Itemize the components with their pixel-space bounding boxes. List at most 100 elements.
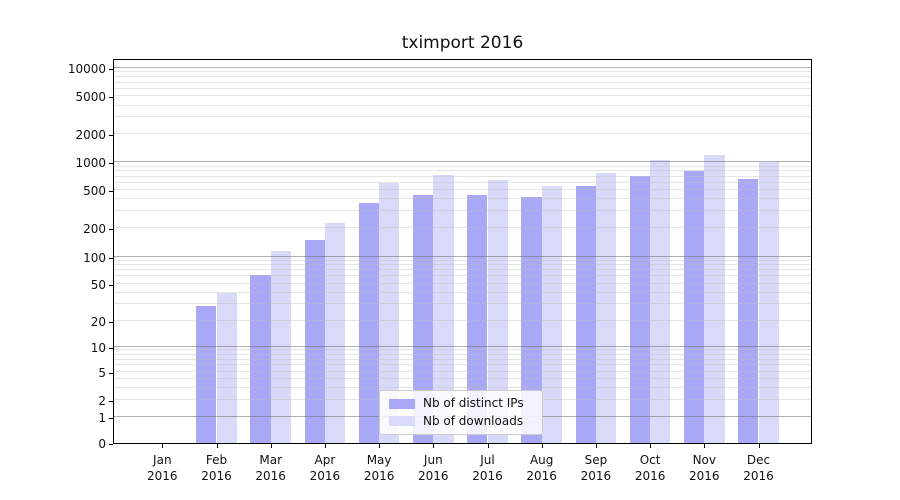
- major-gridline-1000: [114, 161, 811, 163]
- y-tick-label-5000: 5000: [75, 90, 106, 105]
- y-tick-label-100: 100: [83, 250, 106, 265]
- bar-downloads-dec: [758, 161, 779, 443]
- minor-gridline-7: [114, 358, 811, 360]
- x-tick-label-mar: Mar 2016: [255, 453, 286, 483]
- bar-downloads-sep: [595, 172, 617, 443]
- y-tick-5000: [109, 97, 113, 99]
- legend-label: Nb of distinct IPs: [423, 396, 524, 411]
- minor-gridline-300: [114, 210, 811, 212]
- x-tick-feb: [216, 444, 218, 448]
- bar-downloads-jun: [433, 174, 454, 443]
- bar-ips-nov: [684, 170, 705, 443]
- bar-ips-dec: [738, 179, 759, 443]
- y-tick-200: [109, 228, 113, 230]
- y-tick-20: [109, 321, 113, 323]
- minor-gridline-8: [114, 353, 811, 355]
- legend-item-downloads: Nb of downloads: [389, 413, 533, 428]
- minor-gridline-30: [114, 303, 811, 305]
- y-tick-10000: [109, 68, 113, 70]
- major-gridline-100: [114, 255, 811, 257]
- minor-gridline-9000: [114, 71, 811, 73]
- bar-ips-aug: [521, 197, 542, 443]
- y-tick-label-10: 10: [90, 340, 106, 355]
- minor-gridline-40: [114, 291, 811, 293]
- minor-gridline-400: [114, 198, 811, 200]
- minor-gridline-8000: [114, 76, 811, 77]
- minor-gridline-7000: [114, 81, 811, 83]
- y-tick-2000: [109, 135, 113, 136]
- minor-gridline-200: [114, 226, 811, 228]
- x-tick-label-dec: Dec 2016: [743, 453, 774, 483]
- minor-gridline-50: [114, 282, 811, 284]
- x-tick-label-may: May 2016: [363, 453, 395, 483]
- legend-swatch-icon: [389, 416, 415, 427]
- minor-gridline-500: [114, 189, 811, 191]
- x-tick-apr: [324, 444, 326, 448]
- minor-gridline-600: [114, 182, 811, 183]
- plot-area: [113, 59, 812, 444]
- y-tick-2: [109, 401, 113, 402]
- minor-gridline-20: [114, 319, 811, 321]
- y-tick-label-500: 500: [83, 184, 106, 199]
- minor-gridline-2000: [114, 133, 811, 134]
- x-tick-label-jan: Jan 2016: [147, 453, 178, 483]
- y-tick-100: [109, 257, 113, 259]
- minor-gridline-5000: [114, 95, 811, 97]
- minor-gridline-9: [114, 349, 811, 351]
- bar-downloads-apr: [324, 222, 346, 443]
- bar-ips-jul: [467, 195, 488, 443]
- bar-downloads-oct: [650, 160, 671, 443]
- bar-ips-oct: [629, 176, 651, 443]
- minor-gridline-4: [114, 377, 811, 379]
- y-tick-label-200: 200: [83, 221, 106, 236]
- x-tick-label-jun: Jun 2016: [418, 453, 449, 483]
- x-tick-label-feb: Feb 2016: [201, 453, 232, 483]
- y-tick-label-0: 0: [98, 437, 106, 451]
- minor-gridline-6: [114, 364, 811, 366]
- minor-gridline-3000: [114, 116, 811, 118]
- legend: Nb of distinct IPs Nb of downloads: [379, 390, 543, 435]
- y-tick-label-1000: 1000: [75, 156, 106, 171]
- y-tick-50: [109, 284, 113, 286]
- x-tick-label-sep: Sep 2016: [580, 453, 612, 483]
- x-tick-label-aug: Aug 2016: [526, 453, 557, 483]
- y-tick-0: [109, 444, 113, 445]
- major-gridline-10: [114, 345, 811, 347]
- minor-gridline-4000: [114, 104, 811, 106]
- y-tick-label-2: 2: [98, 394, 106, 408]
- x-tick-label-apr: Apr 2016: [309, 453, 341, 483]
- y-tick-1000: [109, 163, 113, 165]
- minor-gridline-90: [114, 259, 811, 261]
- minor-gridline-800: [114, 170, 811, 172]
- x-tick-label-jul: Jul 2016: [472, 453, 503, 483]
- y-tick-label-10000: 10000: [67, 61, 106, 76]
- x-tick-aug: [541, 444, 543, 448]
- bar-downloads-feb: [216, 292, 237, 443]
- y-tick-label-5: 5: [98, 366, 106, 380]
- minor-gridline-60: [114, 275, 811, 277]
- x-tick-dec: [758, 444, 760, 448]
- legend-item-ips: Nb of distinct IPs: [389, 397, 533, 410]
- minor-gridline-3: [114, 386, 811, 388]
- bar-ips-sep: [575, 185, 596, 443]
- minor-gridline-900: [114, 165, 811, 167]
- x-tick-nov: [704, 444, 706, 448]
- y-tick-label-50: 50: [90, 277, 106, 292]
- minor-gridline-6000: [114, 87, 811, 89]
- minor-gridline-5: [114, 371, 811, 372]
- bar-ips-may: [358, 202, 380, 443]
- legend-label: Nb of downloads: [423, 413, 524, 428]
- x-tick-sep: [595, 444, 597, 448]
- x-tick-oct: [650, 444, 652, 448]
- bar-downloads-may: [379, 183, 400, 443]
- bar-downloads-jul: [487, 180, 508, 443]
- x-tick-jul: [487, 444, 489, 448]
- y-tick-5: [109, 373, 113, 374]
- y-tick-500: [109, 191, 113, 193]
- legend-swatch-icon: [389, 398, 415, 409]
- x-tick-may: [379, 444, 381, 448]
- bar-ips-feb: [196, 305, 217, 443]
- chart-title: tximport 2016: [401, 33, 524, 53]
- bar-downloads-mar: [270, 250, 291, 443]
